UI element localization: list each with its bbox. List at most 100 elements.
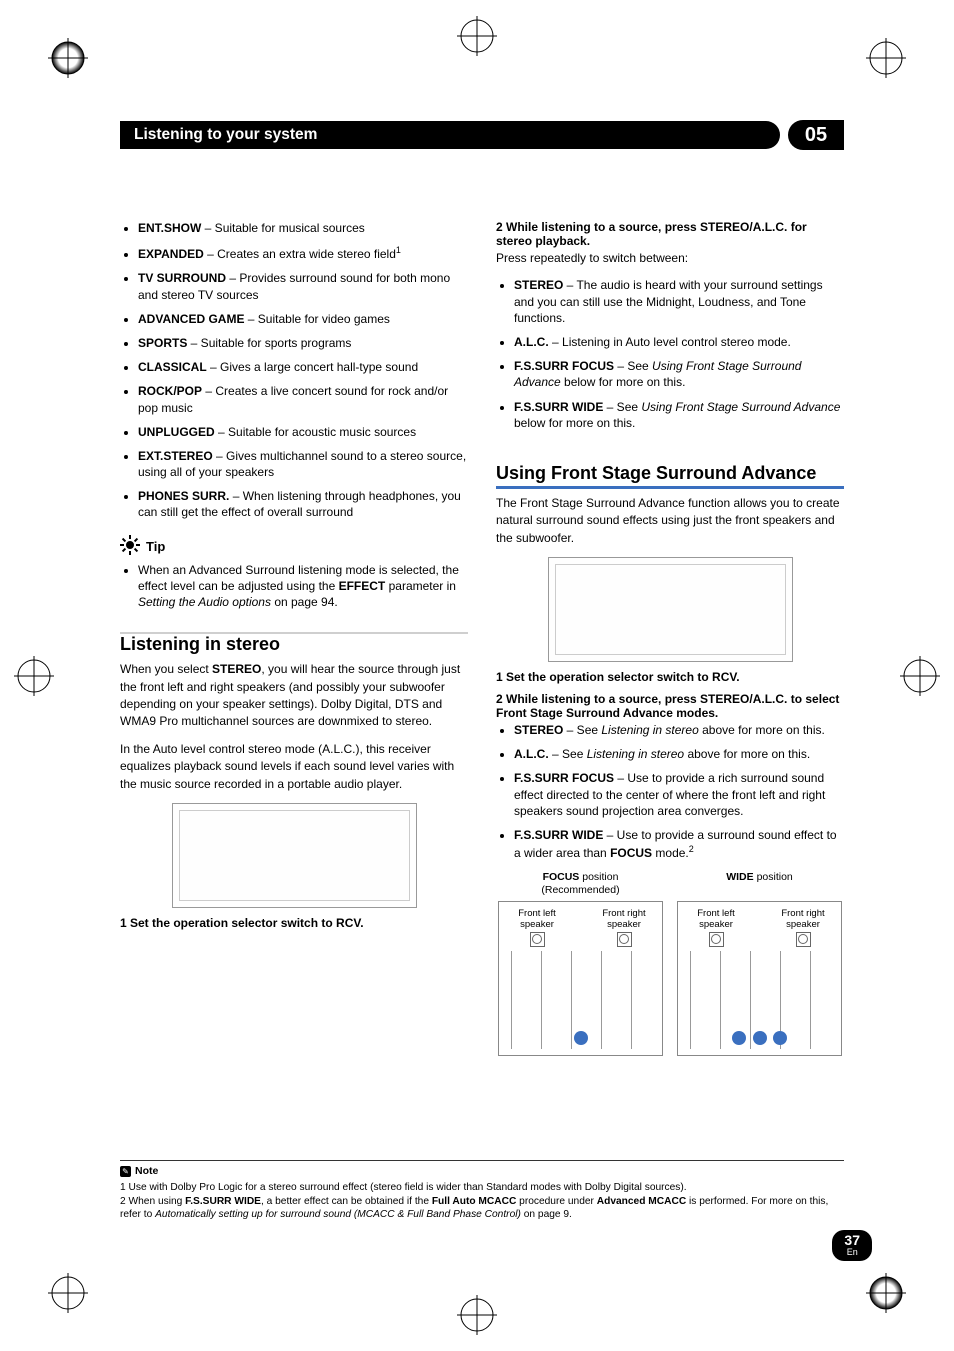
projection-area: [509, 951, 652, 1049]
opt-name: F.S.SURR FOCUS: [514, 359, 614, 373]
crop-mark: [48, 1273, 88, 1313]
text: on page 94.: [271, 595, 338, 609]
speaker-icon: [617, 932, 632, 947]
text-bold: F.S.SURR WIDE: [185, 1196, 261, 1207]
speaker-front-left: Front left speaker: [509, 908, 565, 947]
opt-desc: – Listening in Auto level control stereo…: [549, 335, 791, 349]
wide-position: WIDE position Front left speaker Front r…: [677, 871, 842, 1055]
opt-name: A.L.C.: [514, 747, 549, 761]
mode-name: EXPANDED: [138, 247, 204, 261]
focus-position: FOCUS position(Recommended) Front left s…: [498, 871, 663, 1055]
listener-icon: [732, 1031, 746, 1045]
speaker-label: Front right speaker: [781, 908, 824, 930]
list-item: F.S.SURR FOCUS – See Using Front Stage S…: [514, 358, 844, 390]
mode-name: PHONES SURR.: [138, 489, 229, 503]
text-bold: Full Auto MCACC: [432, 1196, 517, 1207]
paragraph: The Front Stage Surround Advance functio…: [496, 495, 844, 547]
list-item: F.S.SURR FOCUS – Use to provide a rich s…: [514, 770, 844, 819]
paragraph: In the Auto level control stereo mode (A…: [120, 741, 468, 793]
text: When you select: [120, 662, 212, 676]
notes-section: ✎ Note 1 Use with Dolby Pro Logic for a …: [120, 1160, 844, 1221]
step-2-r-head: 2 While listening to a source, press STE…: [496, 692, 844, 720]
note-label: Note: [135, 1165, 158, 1177]
text-bold: EFFECT: [339, 579, 386, 593]
chapter-title: Listening to your system: [120, 121, 780, 149]
chapter-header: Listening to your system 05: [120, 120, 844, 150]
focus-diagram: Front left speaker Front right speaker: [498, 901, 663, 1056]
mode-desc: – Suitable for video games: [244, 312, 389, 326]
mode-name: ENT.SHOW: [138, 221, 201, 235]
list-item: EXT.STEREO – Gives multichannel sound to…: [138, 448, 468, 480]
speaker-front-right: Front right speaker: [775, 908, 831, 947]
list-item: SPORTS – Suitable for sports programs: [138, 335, 468, 351]
text-italic: Listening in stereo: [587, 747, 684, 761]
crop-mark: [48, 38, 88, 78]
remote-diagram: [172, 803, 417, 908]
text: parameter in: [385, 579, 456, 593]
text-bold: STEREO: [212, 662, 261, 676]
text: procedure under: [516, 1196, 596, 1207]
speaker-label: Front left speaker: [697, 908, 735, 930]
list-item: STEREO – See Listening in stereo above f…: [514, 722, 844, 738]
text: above for more on this.: [699, 723, 825, 737]
speaker-front-right: Front right speaker: [596, 908, 652, 947]
text: on page 9.: [521, 1209, 572, 1220]
text: – See: [603, 400, 641, 414]
note-icon: ✎: [120, 1166, 131, 1177]
speaker-icon: [709, 932, 724, 947]
list-item: F.S.SURR WIDE – Use to provide a surroun…: [514, 827, 844, 861]
list-item: A.L.C. – See Listening in stereo above f…: [514, 746, 844, 762]
opt-name: A.L.C.: [514, 335, 549, 349]
list-item: ENT.SHOW – Suitable for musical sources: [138, 220, 468, 236]
page: Listening to your system 05 ENT.SHOW – S…: [0, 0, 954, 1351]
speaker-label: Front right speaker: [602, 908, 645, 930]
mode-name: ADVANCED GAME: [138, 312, 244, 326]
mode-desc: – Gives a large concert hall-type sound: [207, 360, 418, 374]
mode-name: SPORTS: [138, 336, 187, 350]
speaker-row: Front left speaker Front right speaker: [499, 902, 662, 947]
surround-modes-list: ENT.SHOW – Suitable for musical sources …: [120, 220, 468, 521]
page-lang: En: [844, 1248, 860, 1258]
right-column: 2 While listening to a source, press STE…: [496, 220, 844, 1056]
crop-mark: [14, 656, 54, 696]
mode-desc: – Suitable for musical sources: [201, 221, 364, 235]
body-columns: ENT.SHOW – Suitable for musical sources …: [120, 220, 844, 1056]
opt-name: STEREO: [514, 278, 563, 292]
crop-mark: [866, 38, 906, 78]
listener-icon: [574, 1031, 588, 1045]
text-bold: Advanced MCACC: [597, 1196, 686, 1207]
text-bold: FOCUS: [610, 846, 652, 860]
crop-mark: [457, 16, 497, 56]
mode-name: TV SURROUND: [138, 271, 226, 285]
text: above for more on this.: [684, 747, 810, 761]
step-sub: Press repeatedly to switch between:: [496, 250, 844, 267]
speaker-icon: [796, 932, 811, 947]
text-bold: FOCUS: [543, 871, 580, 883]
list-item: STEREO – The audio is heard with your su…: [514, 277, 844, 326]
tip-header: Tip: [120, 535, 468, 558]
tip-body: When an Advanced Surround listening mode…: [138, 562, 468, 611]
focus-label: FOCUS position(Recommended): [498, 871, 663, 896]
paragraph: When you select STEREO, you will hear th…: [120, 661, 468, 731]
footnote-ref: 1: [396, 245, 401, 255]
text-bold: WIDE: [726, 871, 753, 883]
fssa-options-list: STEREO – See Listening in stereo above f…: [496, 722, 844, 861]
note-2: 2 When using F.S.SURR WIDE, a better eff…: [120, 1195, 844, 1222]
list-item: CLASSICAL – Gives a large concert hall-t…: [138, 359, 468, 375]
text: position: [754, 871, 793, 883]
tip-label: Tip: [146, 539, 165, 554]
list-item: TV SURROUND – Provides surround sound fo…: [138, 270, 468, 302]
list-item: ROCK/POP – Creates a live concert sound …: [138, 383, 468, 415]
text: – See: [563, 723, 601, 737]
step-1-r: 1 Set the operation selector switch to R…: [496, 670, 844, 684]
speaker-label: Front left speaker: [518, 908, 556, 930]
text-italic: Listening in stereo: [601, 723, 698, 737]
list-item: A.L.C. – Listening in Auto level control…: [514, 334, 844, 350]
chapter-number: 05: [788, 120, 844, 150]
speaker-front-left: Front left speaker: [688, 908, 744, 947]
page-number-badge: 37 En: [832, 1230, 872, 1261]
list-item: ADVANCED GAME – Suitable for video games: [138, 311, 468, 327]
listener-icon: [773, 1031, 787, 1045]
listener-icon: [753, 1031, 767, 1045]
list-item: EXPANDED – Creates an extra wide stereo …: [138, 244, 468, 262]
